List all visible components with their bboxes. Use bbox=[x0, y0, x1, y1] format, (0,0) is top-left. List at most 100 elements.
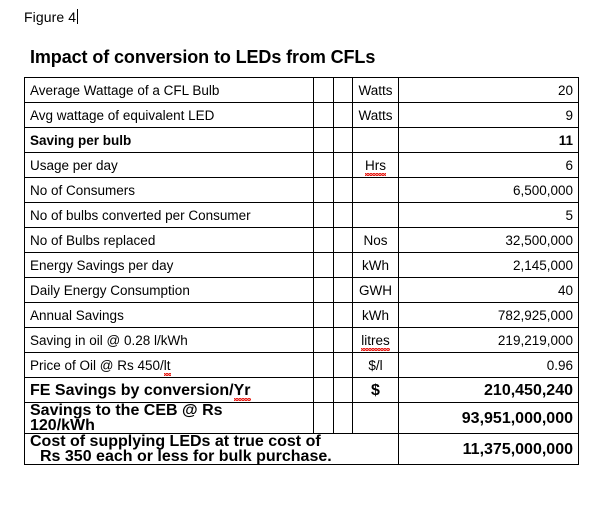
row-label: No of Bulbs replaced bbox=[24, 227, 314, 253]
row-label: Avg wattage of equivalent LED bbox=[24, 102, 314, 128]
row-spacer-1 bbox=[313, 227, 334, 253]
figure-caption-text: Figure 4 bbox=[24, 9, 77, 25]
row-value: 210,450,240 bbox=[398, 377, 579, 403]
row-spacer-2 bbox=[333, 152, 353, 178]
row-spacer-2 bbox=[333, 102, 353, 128]
row-spacer-1 bbox=[313, 152, 334, 178]
spellcheck-word: lt bbox=[163, 357, 171, 376]
row-value: 32,500,000 bbox=[398, 227, 579, 253]
row-label: Daily Energy Consumption bbox=[24, 277, 314, 303]
row-unit: kWh bbox=[352, 252, 399, 278]
row-unit: Hrs bbox=[352, 152, 399, 178]
figure-caption[interactable]: Figure 4 bbox=[24, 8, 79, 26]
row-label: No of bulbs converted per Consumer bbox=[24, 202, 314, 228]
row-unit: kWh bbox=[352, 302, 399, 328]
row-value: 782,925,000 bbox=[398, 302, 579, 328]
spellcheck-word: Yr bbox=[233, 381, 251, 401]
row-unit: Watts bbox=[352, 102, 399, 128]
row-label: Annual Savings bbox=[24, 302, 314, 328]
row-unit: $/l bbox=[352, 352, 399, 378]
row-spacer-2 bbox=[333, 402, 353, 434]
row-spacer-2 bbox=[333, 177, 353, 203]
table-row[interactable]: Saving in oil @ 0.28 l/kWh litres 219,21… bbox=[24, 327, 579, 353]
row-spacer-2 bbox=[333, 302, 353, 328]
table-row[interactable]: No of Consumers 6,500,000 bbox=[24, 177, 579, 203]
row-spacer-1 bbox=[313, 277, 334, 303]
row-label-line1: Savings to the CEB @ Rs bbox=[30, 402, 223, 419]
table-row[interactable]: Annual Savings kWh 782,925,000 bbox=[24, 302, 579, 328]
row-spacer-2 bbox=[333, 327, 353, 353]
row-unit-currency: $ bbox=[352, 377, 399, 403]
row-value: 20 bbox=[398, 77, 579, 103]
impact-table: Average Wattage of a CFL Bulb Watts 20 A… bbox=[24, 77, 579, 465]
table-row-summary[interactable]: Savings to the CEB @ Rs 120/kWh 93,951,00… bbox=[24, 402, 579, 434]
row-unit: Nos bbox=[352, 227, 399, 253]
table-row[interactable]: Energy Savings per day kWh 2,145,000 bbox=[24, 252, 579, 278]
row-spacer-2 bbox=[333, 202, 353, 228]
row-unit bbox=[352, 402, 399, 434]
row-spacer-1 bbox=[313, 352, 334, 378]
row-label-line1: Cost of supplying LEDs at true cost of bbox=[30, 433, 321, 450]
row-label: Price of Oil @ Rs 450/lt bbox=[24, 352, 314, 378]
table-row[interactable]: Average Wattage of a CFL Bulb Watts 20 bbox=[24, 77, 579, 103]
text-cursor bbox=[77, 9, 79, 24]
row-value: 93,951,000,000 bbox=[398, 402, 579, 434]
table-row[interactable]: Price of Oil @ Rs 450/lt $/l 0.96 bbox=[24, 352, 579, 378]
spellcheck-word: litres bbox=[361, 332, 390, 351]
row-spacer-2 bbox=[333, 252, 353, 278]
impact-table-body: Average Wattage of a CFL Bulb Watts 20 A… bbox=[24, 77, 579, 465]
row-label-merged: Cost of supplying LEDs at true cost of Rs… bbox=[24, 433, 399, 465]
row-spacer-2 bbox=[333, 127, 353, 153]
row-label: Energy Savings per day bbox=[24, 252, 314, 278]
row-spacer-1 bbox=[313, 77, 334, 103]
row-spacer-1 bbox=[313, 377, 334, 403]
row-spacer-1 bbox=[313, 302, 334, 328]
row-value: 219,219,000 bbox=[398, 327, 579, 353]
row-spacer-1 bbox=[313, 252, 334, 278]
row-spacer-2 bbox=[333, 377, 353, 403]
row-unit bbox=[352, 127, 399, 153]
row-value: 5 bbox=[398, 202, 579, 228]
table-row-summary[interactable]: Cost of supplying LEDs at true cost of Rs… bbox=[24, 433, 579, 465]
row-value: 0.96 bbox=[398, 352, 579, 378]
row-label: Savings to the CEB @ Rs 120/kWh bbox=[24, 402, 314, 434]
row-label: Average Wattage of a CFL Bulb bbox=[24, 77, 314, 103]
row-unit: Watts bbox=[352, 77, 399, 103]
table-row[interactable]: Daily Energy Consumption GWH 40 bbox=[24, 277, 579, 303]
row-spacer-2 bbox=[333, 77, 353, 103]
row-label-line2: Rs 350 each or less for bulk purchase. bbox=[40, 448, 332, 465]
row-value: 9 bbox=[398, 102, 579, 128]
table-row[interactable]: Usage per day Hrs 6 bbox=[24, 152, 579, 178]
row-unit: litres bbox=[352, 327, 399, 353]
row-label: Usage per day bbox=[24, 152, 314, 178]
row-label: Saving per bulb bbox=[24, 127, 314, 153]
row-label: Saving in oil @ 0.28 l/kWh bbox=[24, 327, 314, 353]
row-spacer-1 bbox=[313, 102, 334, 128]
row-label: FE Savings by conversion/Yr bbox=[24, 377, 314, 403]
row-spacer-1 bbox=[313, 202, 334, 228]
row-unit bbox=[352, 177, 399, 203]
table-row[interactable]: No of bulbs converted per Consumer 5 bbox=[24, 202, 579, 228]
table-row[interactable]: Saving per bulb 11 bbox=[24, 127, 579, 153]
row-value: 11 bbox=[398, 127, 579, 153]
row-spacer-2 bbox=[333, 352, 353, 378]
row-label: No of Consumers bbox=[24, 177, 314, 203]
row-unit: GWH bbox=[352, 277, 399, 303]
row-value: 2,145,000 bbox=[398, 252, 579, 278]
row-spacer-1 bbox=[313, 327, 334, 353]
row-spacer-2 bbox=[333, 277, 353, 303]
row-spacer-2 bbox=[333, 227, 353, 253]
row-unit bbox=[352, 202, 399, 228]
row-label-text: FE Savings by conversion/ bbox=[30, 381, 234, 399]
row-spacer-1 bbox=[313, 177, 334, 203]
row-value: 40 bbox=[398, 277, 579, 303]
table-row[interactable]: Avg wattage of equivalent LED Watts 9 bbox=[24, 102, 579, 128]
row-label-text: Price of Oil @ Rs 450/ bbox=[30, 357, 164, 373]
row-spacer-1 bbox=[313, 127, 334, 153]
row-value: 6 bbox=[398, 152, 579, 178]
table-row[interactable]: No of Bulbs replaced Nos 32,500,000 bbox=[24, 227, 579, 253]
row-value: 6,500,000 bbox=[398, 177, 579, 203]
table-row-summary[interactable]: FE Savings by conversion/Yr $ 210,450,24… bbox=[24, 377, 579, 403]
page-title: Impact of conversion to LEDs from CFLs bbox=[30, 47, 376, 67]
row-spacer-1 bbox=[313, 402, 334, 434]
